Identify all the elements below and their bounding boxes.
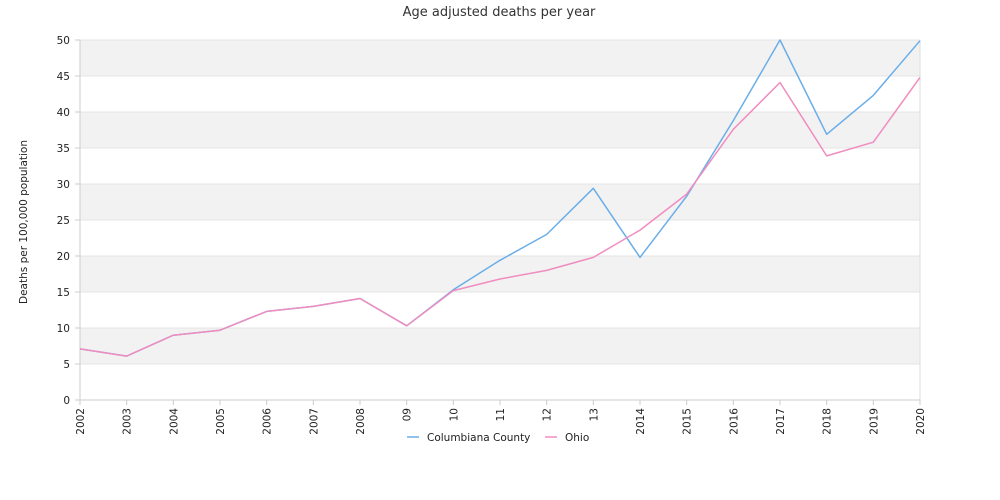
x-tick-label: 13 [588,408,600,421]
x-tick-label: 2017 [775,408,787,435]
x-tick-label: 2003 [122,408,134,435]
x-tick-label: 11 [495,408,507,421]
y-axis-label: Deaths per 100,000 population [18,140,30,304]
y-axis-ticks: 0 5 10 15 20 25 30 35 40 45 50 [57,35,80,407]
x-tick-label: 2005 [215,408,227,435]
y-tick-label: 20 [57,251,70,263]
grid-band [80,184,920,220]
x-tick-label: 09 [402,408,414,421]
y-tick-label: 5 [63,359,70,371]
y-tick-label: 0 [63,395,70,407]
x-tick-label: 2008 [355,408,367,435]
grid-band [80,112,920,148]
x-tick-label: 2015 [682,408,694,435]
x-tick-label: 2019 [868,408,880,435]
y-tick-label: 25 [57,215,70,227]
legend-label: Columbiana County [427,432,530,444]
x-tick-label: 2002 [75,408,87,435]
x-tick-label: 2018 [822,408,834,435]
x-tick-label: 2016 [728,408,740,435]
x-tick-label: 12 [542,408,554,421]
x-tick-label: 2020 [915,408,927,435]
chart-title: Age adjusted deaths per year [403,5,596,20]
y-tick-label: 15 [57,287,70,299]
grid-band [80,328,920,364]
x-tick-label: 2004 [168,408,180,435]
series-line [79,76,921,357]
y-tick-label: 45 [57,71,70,83]
grid-band [80,220,920,256]
legend-item[interactable]: Columbiana County [407,432,530,444]
grid-band [80,148,920,184]
y-tick-label: 30 [57,179,70,191]
legend[interactable]: Columbiana County Ohio [407,432,589,444]
y-tick-label: 35 [57,143,70,155]
series-lines [79,39,921,357]
grid-band [80,364,920,400]
legend-label: Ohio [565,432,589,444]
grid-band [80,256,920,292]
x-tick-label: 10 [448,408,460,421]
grid-band [80,40,920,76]
y-tick-label: 40 [57,107,70,119]
grid-bands [80,39,920,401]
grid-band [80,292,920,328]
y-tick-label: 50 [57,35,70,47]
grid-band [80,76,920,112]
x-tick-label: 2014 [635,408,647,435]
x-tick-label: 2006 [262,408,274,435]
y-tick-label: 10 [57,323,70,335]
legend-item[interactable]: Ohio [545,432,589,444]
x-axis-ticks: 2002 2003 2004 2005 2006 2007 2008 09 10 11 12 13 20… [75,400,927,435]
x-tick-label: 2007 [308,408,320,435]
